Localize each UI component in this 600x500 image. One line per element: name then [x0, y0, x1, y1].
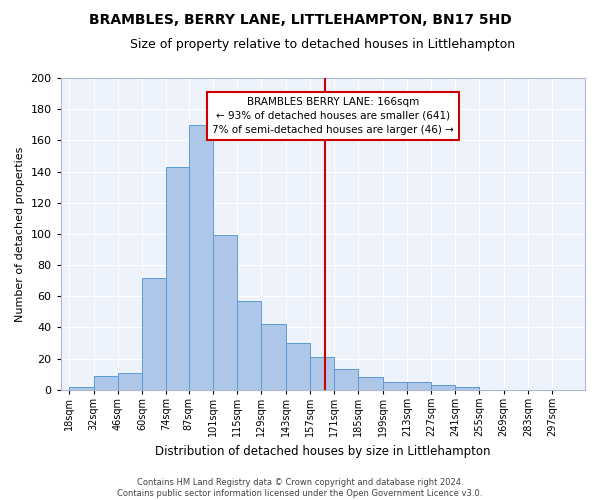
Y-axis label: Number of detached properties: Number of detached properties: [15, 146, 25, 322]
Bar: [407, 382, 431, 390]
Bar: [334, 370, 358, 390]
Bar: [189, 125, 213, 390]
Title: Size of property relative to detached houses in Littlehampton: Size of property relative to detached ho…: [130, 38, 515, 51]
Text: BRAMBLES, BERRY LANE, LITTLEHAMPTON, BN17 5HD: BRAMBLES, BERRY LANE, LITTLEHAMPTON, BN1…: [89, 12, 511, 26]
Bar: [142, 278, 166, 390]
X-axis label: Distribution of detached houses by size in Littlehampton: Distribution of detached houses by size …: [155, 444, 491, 458]
Bar: [431, 385, 455, 390]
Bar: [94, 376, 118, 390]
Bar: [358, 378, 383, 390]
Bar: [455, 386, 479, 390]
Bar: [286, 343, 310, 390]
Bar: [237, 301, 262, 390]
Bar: [262, 324, 286, 390]
Text: Contains HM Land Registry data © Crown copyright and database right 2024.
Contai: Contains HM Land Registry data © Crown c…: [118, 478, 482, 498]
Text: BRAMBLES BERRY LANE: 166sqm
← 93% of detached houses are smaller (641)
7% of sem: BRAMBLES BERRY LANE: 166sqm ← 93% of det…: [212, 97, 454, 135]
Bar: [213, 236, 237, 390]
Bar: [166, 167, 189, 390]
Bar: [70, 386, 94, 390]
Bar: [310, 357, 334, 390]
Bar: [118, 372, 142, 390]
Bar: [383, 382, 407, 390]
